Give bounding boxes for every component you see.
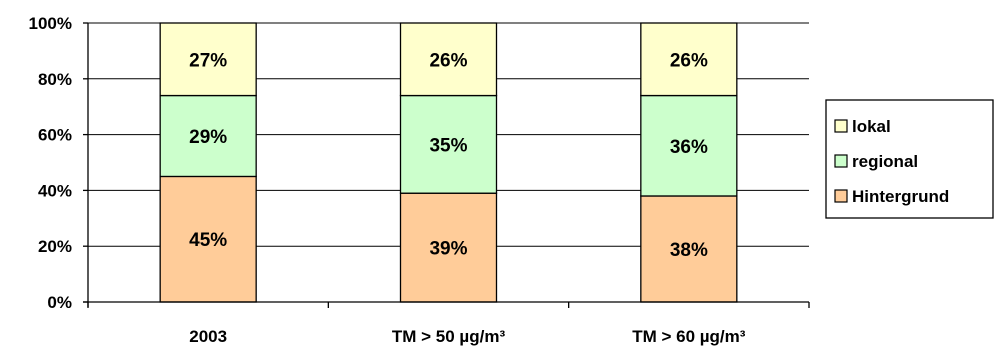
data-label: 26% <box>429 50 467 71</box>
bar-segment <box>640 22 738 97</box>
bars: 45% 29% 27% 39% 35% 26% 38% 36% 26% <box>159 22 738 303</box>
data-label: 26% <box>670 50 708 71</box>
axes: 0% 20% 40% 60% 80% 100% 2003 TM > 50 µg/m³ TM > … <box>29 14 810 346</box>
y-tick-label: 20% <box>38 237 72 256</box>
legend-swatch <box>834 119 848 133</box>
y-tick-label: 0% <box>47 293 72 312</box>
data-label: 38% <box>670 240 708 261</box>
y-tick-label: 100% <box>29 14 72 33</box>
data-label: 36% <box>670 137 708 158</box>
legend-label: Hintergrund <box>852 187 949 206</box>
bar-segment <box>159 175 257 303</box>
x-tick-label: TM > 60 µg/m³ <box>632 327 746 346</box>
y-tick-label: 80% <box>38 70 72 89</box>
data-label: 29% <box>189 127 227 148</box>
legend-label: regional <box>852 152 918 171</box>
legend-swatch <box>834 189 848 203</box>
bar-segment <box>640 94 738 197</box>
bar-segment <box>399 22 498 97</box>
data-label: 35% <box>429 135 467 156</box>
bar-segment <box>159 22 257 97</box>
data-label: 39% <box>429 239 467 260</box>
legend-swatch <box>834 154 848 168</box>
legend-box <box>825 99 994 219</box>
data-label: 45% <box>189 230 227 251</box>
x-tick-label: 2003 <box>189 327 227 346</box>
bar-segment <box>640 195 738 303</box>
legend: lokal regional Hintergrund <box>825 99 994 219</box>
data-label: 27% <box>189 50 227 71</box>
bar-segment <box>159 94 257 178</box>
y-tick-label: 40% <box>38 181 72 200</box>
x-tick-label: TM > 50 µg/m³ <box>392 327 506 346</box>
legend-label: lokal <box>852 117 891 136</box>
y-tick-label: 60% <box>38 126 72 145</box>
